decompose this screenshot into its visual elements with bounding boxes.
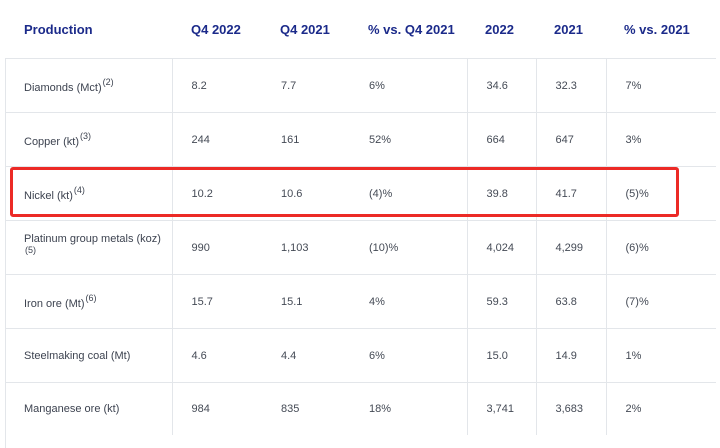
footnote-ref: (6) xyxy=(85,293,97,303)
row-label: Diamonds (Mct)(2) xyxy=(5,58,172,113)
cell-2021: 14.9 xyxy=(535,328,606,383)
row-label-text: Nickel (kt) xyxy=(24,190,73,202)
cell-pct-vs-2021: 7% xyxy=(605,58,716,113)
cell-2021: 647 xyxy=(535,112,606,167)
cell-q4-2022: 244 xyxy=(171,112,261,167)
cell-2021: 3,683 xyxy=(535,382,606,435)
header-row: Production Q4 2022 Q4 2021 % vs. Q4 2021… xyxy=(5,0,716,59)
cell-q4-2021: 1,103 xyxy=(261,220,349,275)
cell-2022: 664 xyxy=(466,112,536,167)
cell-2022: 3,741 xyxy=(466,382,536,435)
row-label-text: Diamonds (Mct) xyxy=(24,82,102,94)
row-label: Steelmaking coal (Mt) xyxy=(5,328,172,383)
table-row: Manganese ore (kt) 984 835 18% 3,741 3,683 2% xyxy=(5,382,716,435)
cell-pct-vs-2021: (6)% xyxy=(605,220,716,275)
cell-2022: 34.6 xyxy=(466,58,536,113)
cell-pct-vs-2021: 3% xyxy=(605,112,716,167)
cell-pct-vs-q4-2021: 4% xyxy=(349,274,467,329)
cell-pct-vs-q4-2021: 6% xyxy=(349,58,467,113)
cell-2022: 4,024 xyxy=(466,220,536,275)
row-label-text: Platinum group metals (koz) xyxy=(24,233,161,245)
cell-2021: 63.8 xyxy=(535,274,606,329)
header-production: Production xyxy=(24,21,93,37)
cell-q4-2021: 835 xyxy=(261,382,349,435)
row-label: Nickel (kt)(4) xyxy=(5,166,172,221)
cell-pct-vs-q4-2021: (4)% xyxy=(349,166,467,221)
footnote-ref: (5) xyxy=(25,245,36,255)
table-row: Nickel (kt)(4) 10.2 10.6 (4)% 39.8 41.7 (5)% xyxy=(5,166,716,221)
table-row: Copper (kt)(3) 244 161 52% 664 647 3% xyxy=(5,112,716,167)
cell-2021: 4,299 xyxy=(535,220,606,275)
row-label-text: Iron ore (Mt) xyxy=(24,298,85,310)
header-pct-vs-2021: % vs. 2021 xyxy=(624,21,690,37)
cell-pct-vs-q4-2021: 52% xyxy=(349,112,467,167)
row-label-text: Steelmaking coal (Mt) xyxy=(24,349,131,362)
table-row: Iron ore (Mt)(6) 15.7 15.1 4% 59.3 63.8 (7)% xyxy=(5,274,716,329)
cell-2022: 59.3 xyxy=(466,274,536,329)
header-q4-2021: Q4 2021 xyxy=(280,21,330,37)
row-label: Copper (kt)(3) xyxy=(5,112,172,167)
row-label-text: Manganese ore (kt) xyxy=(24,403,120,415)
cell-2022: 39.8 xyxy=(466,166,536,221)
row-label: Iron ore (Mt)(6) xyxy=(5,274,172,329)
row-label-text: Copper (kt) xyxy=(24,136,80,148)
footnote-ref: (4) xyxy=(73,185,85,195)
header-pct-vs-q4-2021: % vs. Q4 2021 xyxy=(368,21,455,37)
cell-pct-vs-2021: 1% xyxy=(605,328,716,383)
cell-pct-vs-2021: (5)% xyxy=(605,166,716,221)
cell-2021: 41.7 xyxy=(535,166,606,221)
production-table: Production Q4 2022 Q4 2021 % vs. Q4 2021… xyxy=(5,0,716,435)
cell-q4-2022: 15.7 xyxy=(171,274,261,329)
cell-q4-2021: 15.1 xyxy=(261,274,349,329)
cell-q4-2022: 990 xyxy=(171,220,261,275)
table-row: Diamonds (Mct)(2) 8.2 7.7 6% 34.6 32.3 7% xyxy=(5,58,716,113)
footnote-ref: (2) xyxy=(102,77,114,87)
cell-q4-2021: 161 xyxy=(261,112,349,167)
cell-q4-2022: 984 xyxy=(171,382,261,435)
table-row: Steelmaking coal (Mt) 4.6 4.4 6% 15.0 14.9 1% xyxy=(5,328,716,383)
cell-q4-2021: 7.7 xyxy=(261,58,349,113)
header-2022: 2022 xyxy=(485,21,514,37)
cell-pct-vs-q4-2021: (10)% xyxy=(349,220,467,275)
header-2021: 2021 xyxy=(554,21,583,37)
cell-q4-2022: 10.2 xyxy=(171,166,261,221)
cell-2021: 32.3 xyxy=(535,58,606,113)
cell-pct-vs-q4-2021: 18% xyxy=(349,382,467,435)
cell-pct-vs-2021: 2% xyxy=(605,382,716,435)
table-row: Platinum group metals (koz)(5) 990 1,103 (1… xyxy=(5,220,716,275)
cell-2022: 15.0 xyxy=(466,328,536,383)
row-label: Platinum group metals (koz)(5) xyxy=(5,220,172,275)
cell-q4-2022: 4.6 xyxy=(171,328,261,383)
header-q4-2022: Q4 2022 xyxy=(191,21,241,37)
cell-q4-2022: 8.2 xyxy=(171,58,261,113)
cell-pct-vs-q4-2021: 6% xyxy=(349,328,467,383)
cell-pct-vs-2021: (7)% xyxy=(605,274,716,329)
footnote-ref: (3) xyxy=(80,131,92,141)
row-label: Manganese ore (kt) xyxy=(5,382,172,435)
cell-q4-2021: 4.4 xyxy=(261,328,349,383)
cell-q4-2021: 10.6 xyxy=(261,166,349,221)
